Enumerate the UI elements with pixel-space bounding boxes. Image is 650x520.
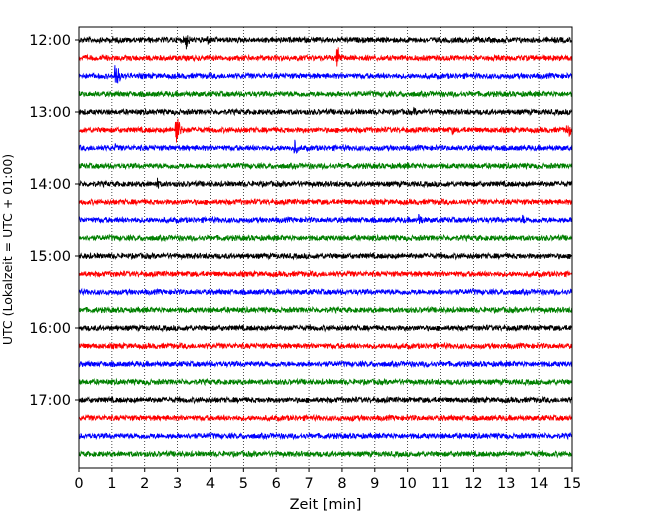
trace-1330 (78, 139, 573, 154)
x-tick-label: 7 (304, 476, 313, 492)
y-tick-label: 16:00 (29, 321, 71, 337)
trace-1715 (78, 413, 573, 423)
y-tick-label: 17:00 (29, 393, 71, 409)
plot-frame (78, 26, 573, 469)
trace-1730 (78, 431, 573, 441)
trace-1230 (78, 65, 573, 84)
trace-1415 (78, 197, 573, 207)
trace-1700 (78, 395, 573, 405)
y-tick-label: 14:00 (29, 177, 71, 193)
trace-1500 (78, 251, 573, 261)
trace-1400 (78, 177, 573, 189)
trace-1745 (78, 449, 573, 459)
x-tick-label: 6 (272, 476, 281, 492)
y-tick-label: 15:00 (29, 249, 71, 265)
x-tick-label: 11 (431, 476, 449, 492)
trace-1545 (78, 305, 573, 315)
x-tick-label: 0 (74, 476, 83, 492)
y-tick-label: 13:00 (29, 105, 71, 121)
x-tick-label: 4 (206, 476, 215, 492)
trace-1530 (78, 287, 573, 297)
trace-1215 (78, 47, 573, 67)
y-axis-ticks: 12:00 13:00 14:00 15:00 16:00 17:00 (29, 33, 79, 409)
x-tick-label: 9 (370, 476, 379, 492)
x-tick-label: 5 (239, 476, 248, 492)
trace-1245 (78, 89, 573, 99)
x-tick-label: 1 (107, 476, 116, 492)
trace-1345 (78, 161, 573, 171)
x-tick-label: 8 (337, 476, 346, 492)
trace-1645 (78, 377, 573, 387)
trace-1315 (78, 118, 573, 143)
trace-1600 (78, 323, 573, 333)
x-tick-label: 10 (398, 476, 416, 492)
x-tick-label: 3 (173, 476, 182, 492)
trace-1445 (78, 233, 573, 243)
x-tick-label: 13 (497, 476, 515, 492)
y-tick-label: 12:00 (29, 33, 71, 49)
x-tick-label: 14 (530, 476, 548, 492)
x-axis-ticks: 0 1 2 3 4 5 6 7 8 9 10 11 12 13 14 15 (74, 468, 581, 492)
seismic-traces (78, 35, 573, 459)
trace-1200 (78, 35, 573, 50)
trace-1630 (78, 359, 573, 369)
x-tick-label: 2 (140, 476, 149, 492)
y-axis-label: UTC (Lokalzeit = UTC + 01:00) (0, 154, 15, 345)
x-tick-label: 12 (464, 476, 482, 492)
x-axis-label: Zeit [min] (290, 497, 362, 513)
x-tick-label: 15 (563, 476, 581, 492)
trace-1300 (78, 106, 573, 117)
trace-1515 (78, 269, 573, 279)
trace-1430 (78, 213, 573, 225)
trace-1615 (78, 341, 573, 351)
